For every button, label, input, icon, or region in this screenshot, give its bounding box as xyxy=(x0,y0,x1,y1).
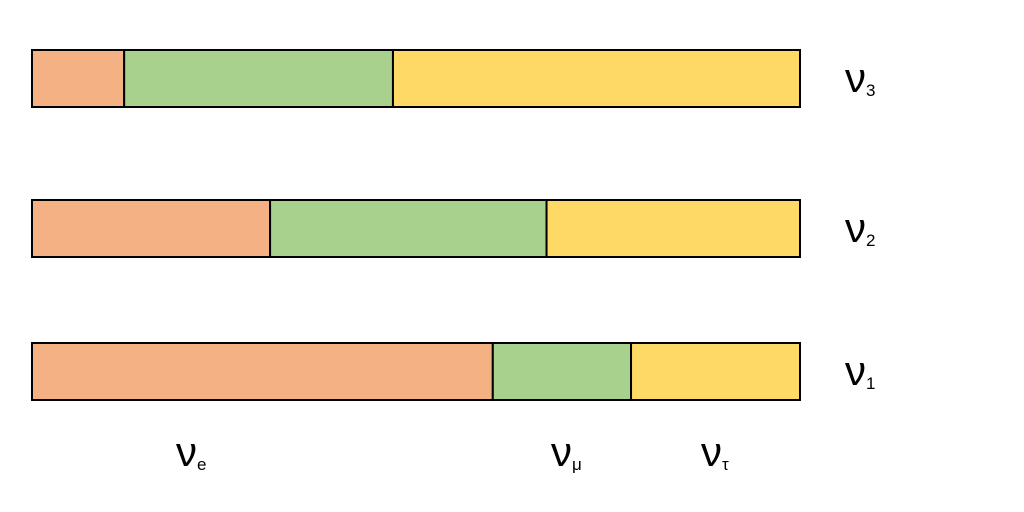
bar-segment xyxy=(123,49,394,108)
bar-segment xyxy=(31,199,272,258)
row-label: ν3 xyxy=(845,54,875,101)
row-label: ν1 xyxy=(845,347,875,394)
bar-segment xyxy=(391,49,801,108)
bar-segment xyxy=(491,342,633,401)
bar-segment xyxy=(630,342,801,401)
row-label: ν2 xyxy=(845,204,875,251)
legend-label: νe xyxy=(176,428,206,475)
legend-label: νμ xyxy=(551,428,582,475)
bar-segment xyxy=(31,49,126,108)
legend-label: ντ xyxy=(701,428,729,475)
bar-segment xyxy=(31,342,494,401)
bar-segment xyxy=(269,199,548,258)
bar-segment xyxy=(545,199,801,258)
